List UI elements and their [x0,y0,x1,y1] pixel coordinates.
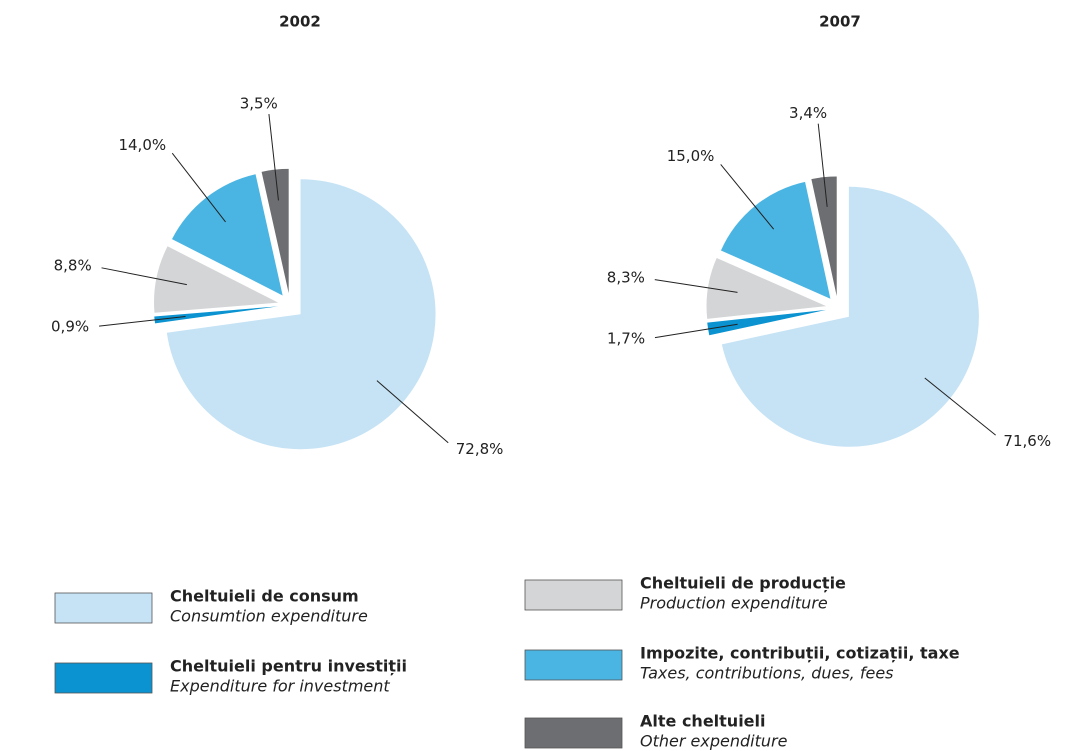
legend-title: Cheltuieli de producție [640,574,846,593]
legend-subtitle: Taxes, contributions, dues, fees [640,664,894,683]
data-label: 0,9% [51,318,89,336]
data-label: 3,5% [240,95,278,113]
data-label: 71,6% [1003,432,1051,450]
leader-line [171,152,226,223]
legend-title: Cheltuieli de consum [170,587,359,606]
pie-slice [154,246,279,313]
data-label: 1,7% [607,330,645,348]
chart-title: 2007 [819,13,861,31]
legend-subtitle: Consumtion expenditure [170,607,368,626]
pie-slice [706,257,827,319]
legend-title: Cheltuieli pentru investiții [170,657,407,676]
data-label: 8,3% [607,269,645,287]
data-label: 14,0% [118,136,166,154]
pie-slice [261,168,289,294]
legend-title: Impozite, contribuții, cotizații, taxe [640,644,960,663]
legend-swatch [54,592,153,624]
pie-slice [811,176,837,297]
pie-slice [720,181,831,299]
data-label: 8,8% [54,256,92,274]
pie-slice [721,186,979,447]
leader-line [924,377,996,436]
legend-swatch [524,579,623,611]
data-label: 15,0% [667,147,715,165]
leader-line [376,380,449,444]
legend-subtitle: Other expenditure [640,732,788,751]
leader-line [817,123,828,207]
legend-swatch [524,717,623,749]
legend-swatch [524,649,623,681]
chart-title: 2002 [279,13,321,31]
leader-line [654,279,738,293]
leader-line [654,323,738,339]
legend-swatch [54,662,153,694]
legend-subtitle: Expenditure for investment [170,677,390,696]
leader-line [99,316,186,327]
pie-slice [171,174,283,296]
leader-line [268,114,279,201]
legend-subtitle: Production expenditure [640,594,828,613]
legend-title: Alte cheltuieli [640,712,766,731]
leader-line [101,267,187,286]
data-label: 72,8% [456,440,504,458]
leader-line [720,164,775,230]
pie-slice [154,306,279,324]
pie-slice [166,179,436,450]
data-label: 3,4% [789,104,827,122]
pie-slice [707,309,827,336]
